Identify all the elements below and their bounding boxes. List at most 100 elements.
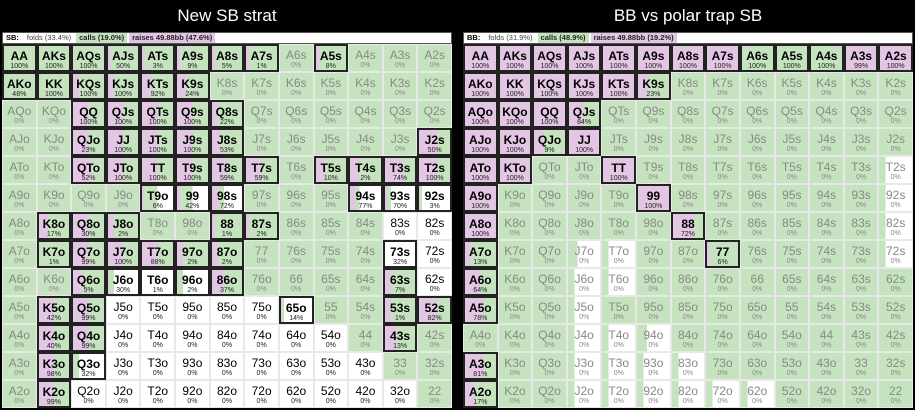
hand-cell[interactable]: 75s 0% [313,240,349,268]
hand-cell[interactable]: 77 6% [705,240,740,268]
hand-cell[interactable]: 75o 0% [244,296,279,324]
hand-cell[interactable]: 76s 0% [739,240,775,268]
hand-cell[interactable]: 76o 0% [705,268,740,296]
hand-cell[interactable]: Q3o 32% [71,352,106,380]
hand-cell[interactable]: TT 100% [140,156,176,184]
hand-cell[interactable]: 92s 3% [417,184,452,212]
hand-cell[interactable]: T8s 0% [670,156,706,184]
hand-cell[interactable]: T3s 74% [382,156,418,184]
hand-cell[interactable]: K5s 0% [774,72,810,100]
hand-cell[interactable]: K4s 0% [348,72,383,100]
hand-cell[interactable]: AKo 48% [2,72,37,100]
hand-cell[interactable]: A8o 100% [463,212,498,240]
hand-cell[interactable]: A4s 0% [348,44,383,72]
hand-cell[interactable]: 95o 0% [636,296,671,324]
hand-cell[interactable]: 54o 0% [774,324,810,352]
hand-cell[interactable]: 92s 0% [878,184,913,212]
hand-cell[interactable]: Q4s 0% [348,100,383,128]
hand-cell[interactable]: 83s 0% [843,212,879,240]
hand-cell[interactable]: JTo 100% [105,156,141,184]
hand-cell[interactable]: A9o 100% [463,184,498,212]
hand-cell[interactable]: AQo 0% [2,100,37,128]
hand-cell[interactable]: 63o 0% [278,352,314,380]
hand-cell[interactable]: 62o 0% [739,380,775,408]
hand-cell[interactable]: T7s 59% [244,156,279,184]
hand-cell[interactable]: Q5s 0% [313,100,349,128]
hand-cell[interactable]: T3o 0% [140,352,176,380]
hand-cell[interactable]: T6o 1% [140,268,176,296]
hand-cell[interactable]: A6s 100% [739,44,775,72]
hand-cell[interactable]: QQ 100% [71,100,106,128]
hand-cell[interactable]: AJs 50% [105,44,141,72]
hand-cell[interactable]: JTo 0% [566,156,602,184]
hand-cell[interactable]: AJo 0% [2,128,37,156]
hand-cell[interactable]: Q6s 0% [278,100,314,128]
hand-cell[interactable]: Q8o 0% [532,212,567,240]
hand-cell[interactable]: 96s 0% [739,184,775,212]
hand-cell[interactable]: 96s 0% [278,184,314,212]
hand-cell[interactable]: T5s 10% [313,156,349,184]
hand-cell[interactable]: 76s 0% [278,240,314,268]
hand-cell[interactable]: 65o 0% [739,296,775,324]
hand-cell[interactable]: 97s 0% [244,184,279,212]
hand-cell[interactable]: KK 100% [497,72,533,100]
hand-cell[interactable]: K2o 0% [497,380,533,408]
hand-cell[interactable]: 73o 0% [244,352,279,380]
hand-cell[interactable]: A2s 0% [417,44,452,72]
hand-cell[interactable]: T8o 0% [601,212,637,240]
hand-cell[interactable]: 98s 72% [209,184,245,212]
hand-cell[interactable]: QTo 52% [71,156,106,184]
hand-cell[interactable]: 88 72% [670,212,706,240]
hand-cell[interactable]: J2o 0% [566,380,602,408]
hand-cell[interactable]: 64s 0% [348,268,383,296]
hand-cell[interactable]: K9o 0% [497,184,533,212]
hand-cell[interactable]: 87o 2% [209,240,245,268]
hand-cell[interactable]: T2o 0% [140,380,176,408]
hand-cell[interactable]: K4o 40% [36,324,72,352]
hand-cell[interactable]: QTs 100% [140,100,176,128]
hand-cell[interactable]: 77 0% [244,240,279,268]
hand-cell[interactable]: J6o 0% [566,268,602,296]
hand-cell[interactable]: J8o 0% [566,212,602,240]
hand-cell[interactable]: 65s 0% [774,268,810,296]
hand-cell[interactable]: 65s 0% [313,268,349,296]
hand-cell[interactable]: 94s 0% [809,184,844,212]
hand-cell[interactable]: 84o 0% [670,324,706,352]
hand-cell[interactable]: KTo 0% [36,156,72,184]
hand-cell[interactable]: Q4o 99% [71,324,106,352]
legend-folds[interactable]: folds (33.4%) [23,33,75,43]
hand-cell[interactable]: 84s 0% [809,212,844,240]
hand-cell[interactable]: T2o 0% [601,380,637,408]
hand-cell[interactable]: J4s 0% [348,128,383,156]
hand-cell[interactable]: J9o 0% [105,184,141,212]
hand-cell[interactable]: K5o 0% [497,296,533,324]
hand-cell[interactable]: K8o 0% [497,212,533,240]
hand-cell[interactable]: 43s 0% [843,324,879,352]
hand-cell[interactable]: 99 42% [175,184,210,212]
hand-cell[interactable]: 84s 0% [348,212,383,240]
hand-cell[interactable]: J6s 0% [278,128,314,156]
hand-cell[interactable]: KJs 100% [105,72,141,100]
hand-cell[interactable]: K7o 0% [497,240,533,268]
hand-cell[interactable]: A2s 100% [878,44,913,72]
hand-cell[interactable]: J4o 0% [105,324,141,352]
hand-cell[interactable]: KQo 100% [497,100,533,128]
hand-cell[interactable]: T9o 6% [140,184,176,212]
hand-cell[interactable]: T2s 100% [417,156,452,184]
hand-cell[interactable]: 92o 0% [636,380,671,408]
hand-cell[interactable]: K8s 0% [670,72,706,100]
hand-cell[interactable]: AQs 100% [71,44,106,72]
hand-cell[interactable]: K5o 42% [36,296,72,324]
hand-cell[interactable]: Q2o 0% [532,380,567,408]
hand-cell[interactable]: A4o 0% [2,324,37,352]
hand-cell[interactable]: QJo 23% [71,128,106,156]
hand-cell[interactable]: 42s 0% [417,324,452,352]
hand-cell[interactable]: 33 0% [843,352,879,380]
hand-cell[interactable]: KTs 100% [601,72,637,100]
hand-cell[interactable]: KK 100% [36,72,72,100]
hand-cell[interactable]: K9s 24% [175,72,210,100]
hand-cell[interactable]: J2o 0% [105,380,141,408]
hand-cell[interactable]: A9s 100% [636,44,671,72]
hand-cell[interactable]: 74o 0% [705,324,740,352]
hand-cell[interactable]: 55 0% [313,296,349,324]
